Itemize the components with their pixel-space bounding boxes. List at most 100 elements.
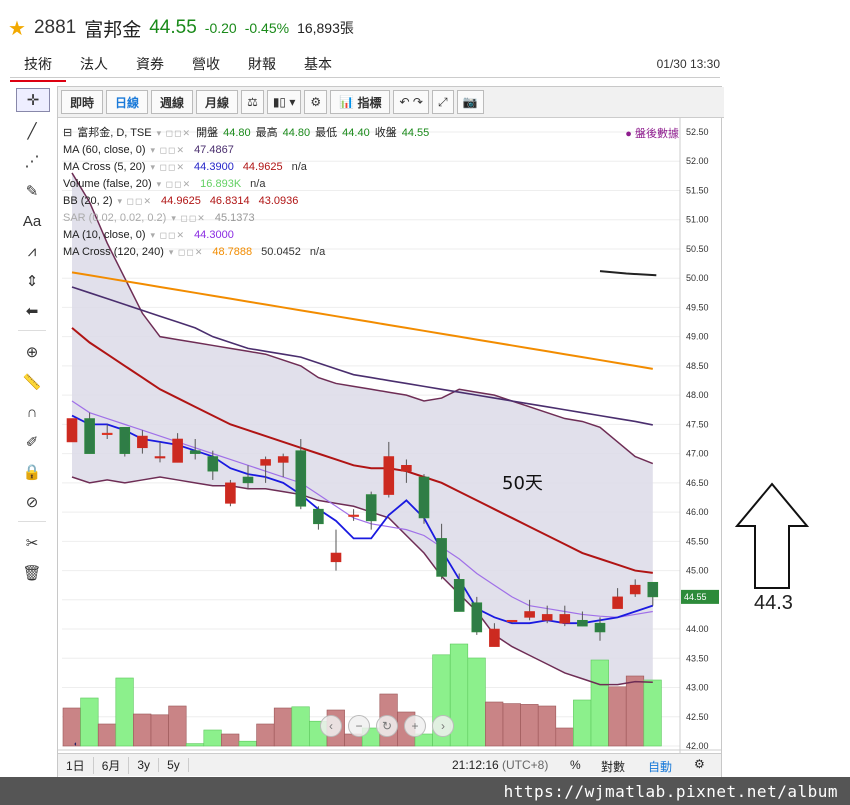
auto-scale-toggle[interactable]: 自動 xyxy=(648,760,673,774)
magnet-icon[interactable]: ∩ xyxy=(26,403,38,421)
ma60-line xyxy=(71,286,653,426)
price-chart-svg[interactable]: 52.50 52.00 51.50 51.00 50.50 50.00 49.50 49.00… xyxy=(58,118,721,753)
star-icon[interactable]: ★ xyxy=(8,17,26,40)
bb-upper-line xyxy=(71,172,654,465)
candle-body xyxy=(207,456,219,472)
volume-bar xyxy=(555,727,574,747)
timezone: (UTC+8) xyxy=(502,758,549,772)
camera-icon[interactable]: 📷 xyxy=(456,90,484,114)
legend-row-toggles[interactable]: ▾ ◻◻✕ xyxy=(117,196,153,206)
tab-2[interactable]: 資券 xyxy=(136,56,164,72)
post-market-data[interactable]: ● 盤後數據 xyxy=(625,125,679,141)
candle-body xyxy=(401,465,412,472)
candle-body xyxy=(225,482,236,504)
candle-body xyxy=(348,514,359,517)
tab-4[interactable]: 財報 xyxy=(248,56,276,72)
legend-row-toggles[interactable]: ▾ ◻◻✕ xyxy=(150,162,186,172)
ma240-line xyxy=(599,270,657,277)
y-tick-label: 43.00 xyxy=(686,683,709,693)
measure-icon[interactable]: ⇕ xyxy=(25,273,39,290)
legend-row-label: SAR (0.02, 0.02, 0.2) xyxy=(63,212,167,224)
ruler-icon[interactable]: 📏 xyxy=(22,374,42,391)
legend-main: ⊟ 富邦金, D, TSE ▾ ◻◻✕ 開盤 44.80 最高 44.80 最低… xyxy=(63,125,429,142)
tab-3[interactable]: 營收 xyxy=(192,56,220,72)
tab-0[interactable]: 技術 xyxy=(10,52,66,82)
legend-row-value: 44.9625 xyxy=(161,195,201,207)
undo-redo-buttons[interactable]: ↶ ↷ xyxy=(393,90,429,114)
undo-icon[interactable]: ↶ xyxy=(399,95,410,109)
legend-row-value: n/a xyxy=(291,161,307,173)
ma120-line xyxy=(71,271,653,370)
scroll-right-icon[interactable]: › xyxy=(432,715,454,737)
tab-1[interactable]: 法人 xyxy=(80,56,108,72)
legend-row-label: MA (60, close, 0) xyxy=(63,144,146,156)
weekly-button[interactable]: 週線 xyxy=(151,90,194,114)
legend-row-label: MA Cross (120, 240) xyxy=(63,246,164,258)
percent-toggle[interactable]: % xyxy=(570,758,581,772)
y-tick-label: 52.50 xyxy=(686,127,709,137)
legend-row-label: Volume (false, 20) xyxy=(63,178,152,190)
trendline-icon[interactable]: ╱ xyxy=(27,123,37,140)
period-0[interactable]: 1日 xyxy=(58,756,94,774)
zoom-out-icon[interactable]: − xyxy=(348,715,370,737)
settings-small-icon[interactable]: ⚙ xyxy=(694,757,705,771)
toolbar-divider xyxy=(18,521,46,522)
trash-icon[interactable]: 🗑 xyxy=(22,565,42,582)
monthly-button[interactable]: 月線 xyxy=(196,90,239,114)
pencil-lock-icon[interactable]: ✐ xyxy=(25,434,39,451)
volume-bar xyxy=(97,723,117,747)
brush-icon[interactable]: ✎ xyxy=(25,183,39,200)
y-tick-label: 50.50 xyxy=(686,244,709,254)
tab-5[interactable]: 基本 xyxy=(304,56,332,72)
indicators-button[interactable]: 📊 指標 xyxy=(330,90,391,114)
candle-body xyxy=(189,450,201,454)
zoom-in-icon[interactable]: + xyxy=(404,715,426,737)
legend-row: BB (20, 2) ▾ ◻◻✕ 44.9625 46.8314 43.0936 xyxy=(63,193,429,210)
pattern-icon[interactable]: ⩘ xyxy=(27,242,37,260)
legend-row-toggles[interactable]: ▾ ◻◻✕ xyxy=(168,247,204,257)
redo-icon[interactable]: ↷ xyxy=(412,95,423,109)
volume-bar xyxy=(185,743,205,747)
stock-name: 富邦金 xyxy=(84,19,142,41)
legend-row-value: 44.3000 xyxy=(194,229,234,241)
legend-toggles[interactable]: ▾ ◻◻✕ xyxy=(156,128,192,138)
volume-bar xyxy=(80,697,99,747)
y-tick-label: 48.50 xyxy=(686,361,709,371)
legend-row: Volume (false, 20) ▾ ◻◻✕ 16.893K n/a xyxy=(63,176,429,193)
candle-style-icon[interactable]: ▮▯ ▾ xyxy=(266,90,302,114)
intraday-button[interactable]: 即時 xyxy=(61,90,104,114)
high-value: 44.80 xyxy=(282,127,311,139)
fork-icon[interactable]: ⋰ xyxy=(24,153,40,170)
period-1[interactable]: 6月 xyxy=(94,756,130,774)
collapse-icon[interactable]: ⊟ xyxy=(63,127,73,139)
legend-row-toggles[interactable]: ▾ ◻◻✕ xyxy=(150,145,186,155)
post-market-dot: ● xyxy=(625,128,632,140)
compare-icon[interactable]: ⚖ xyxy=(241,90,264,114)
zoom-icon[interactable]: ⊕ xyxy=(25,344,39,361)
tab-bar: 技術 法人 資券 營收 財報 基本 xyxy=(10,52,346,82)
settings-gear-icon[interactable]: ⚙ xyxy=(304,90,328,114)
legend-row-toggles[interactable]: ▾ ◻◻✕ xyxy=(156,179,192,189)
ma20-line xyxy=(71,327,653,574)
legend-row-toggles[interactable]: ▾ ◻◻✕ xyxy=(150,230,186,240)
scroll-left-icon[interactable]: ‹ xyxy=(320,715,342,737)
fullscreen-icon[interactable]: ⤢ xyxy=(431,90,454,114)
text-icon[interactable]: Aa xyxy=(22,212,42,230)
eye-hidden-icon[interactable]: ⊘ xyxy=(25,494,39,511)
lock-icon[interactable]: 🔒 xyxy=(22,464,42,481)
arrow-left-icon[interactable]: ⬅ xyxy=(25,303,39,320)
y-tick-label: 52.00 xyxy=(686,156,709,166)
candle-body xyxy=(418,476,430,519)
reset-icon[interactable]: ↻ xyxy=(376,715,398,737)
crosshair-icon[interactable]: ✛ xyxy=(16,88,50,112)
tools-icon[interactable]: ✂ xyxy=(25,535,39,552)
daily-button[interactable]: 日線 xyxy=(106,90,149,114)
last-price-tag xyxy=(681,589,719,604)
candle-body xyxy=(647,581,659,598)
period-3[interactable]: 5y xyxy=(159,758,189,772)
legend-row-toggles[interactable]: ▾ ◻◻✕ xyxy=(171,213,206,223)
volume-bar xyxy=(115,677,134,747)
days-annotation: 50天 xyxy=(502,473,543,494)
period-2[interactable]: 3y xyxy=(129,758,160,772)
log-toggle[interactable]: 對數 xyxy=(601,760,626,774)
